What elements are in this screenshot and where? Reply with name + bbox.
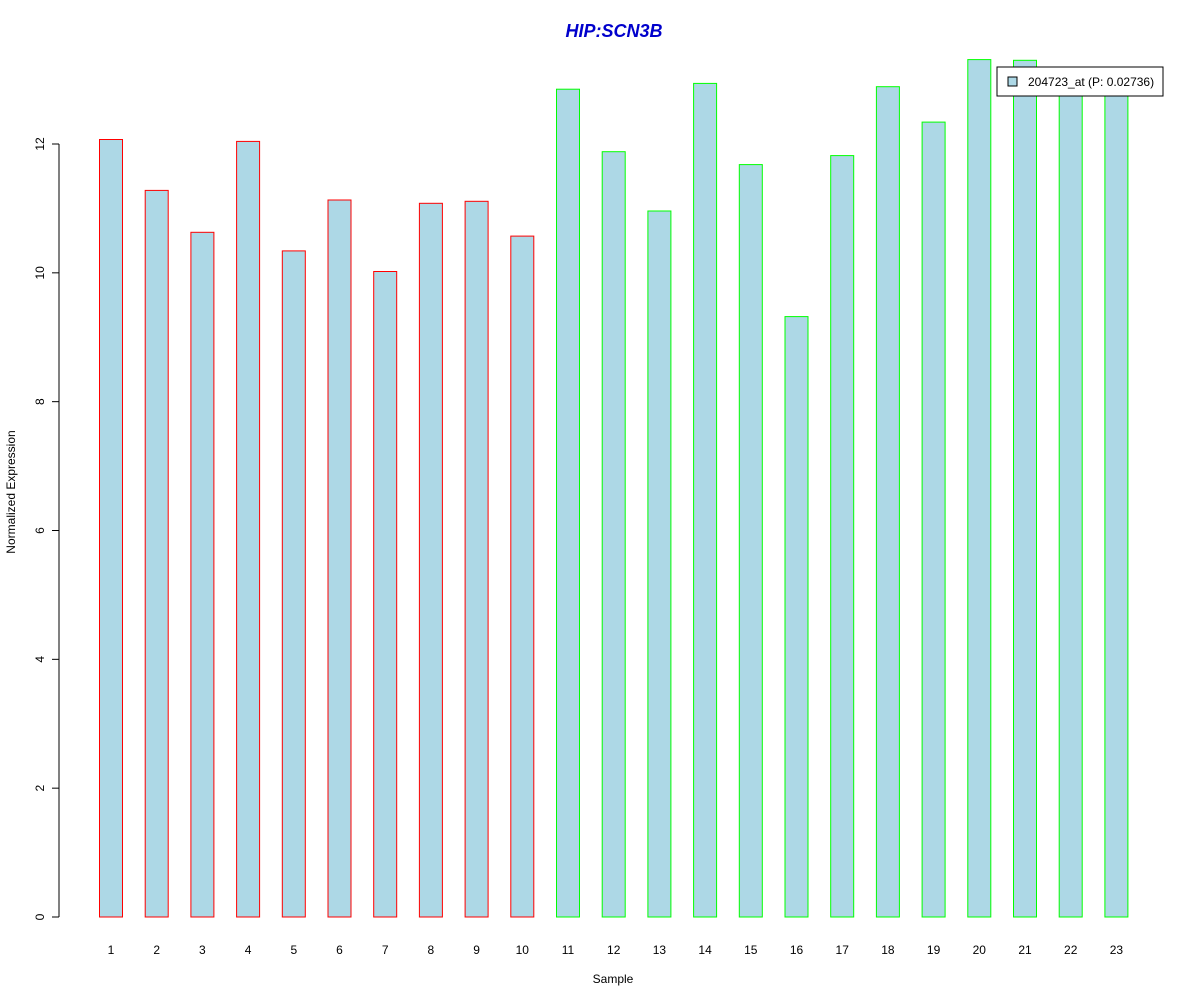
y-axis: 0 2 4 6 8 10 12 bbox=[33, 137, 60, 920]
x-axis-label: Sample bbox=[593, 972, 634, 986]
x-tick-label: 14 bbox=[698, 943, 712, 957]
bar-sample-8 bbox=[418, 202, 443, 918]
bar-sample-17 bbox=[830, 155, 855, 918]
bar-sample-2 bbox=[144, 189, 169, 918]
legend-box bbox=[996, 66, 1164, 97]
x-tick-label: 17 bbox=[836, 943, 850, 957]
x-tick-label: 2 bbox=[153, 943, 160, 957]
x-tick-label: 20 bbox=[973, 943, 987, 957]
x-tick-label: 19 bbox=[927, 943, 941, 957]
x-tick-label: 9 bbox=[473, 943, 480, 957]
x-tick-label: 4 bbox=[245, 943, 252, 957]
bar-sample-19 bbox=[921, 121, 946, 918]
chart-title: HIP:SCN3B bbox=[565, 21, 662, 41]
bar-sample-9 bbox=[464, 200, 489, 918]
bar-sample-12 bbox=[601, 151, 626, 918]
bar-sample-7 bbox=[373, 271, 398, 918]
x-tick-label: 22 bbox=[1064, 943, 1078, 957]
x-tick-label: 11 bbox=[562, 943, 575, 957]
bars-layer bbox=[99, 59, 1129, 918]
bar-sample-14 bbox=[693, 82, 718, 918]
bar-sample-11 bbox=[556, 88, 580, 918]
bar-sample-16 bbox=[784, 316, 809, 918]
x-tick-label: 1 bbox=[108, 943, 115, 957]
x-tick-label: 18 bbox=[881, 943, 895, 957]
y-tick-label: 4 bbox=[33, 656, 47, 663]
x-tick-label: 12 bbox=[607, 943, 621, 957]
legend-entry: 204723_at (P: 0.02736) bbox=[1028, 75, 1154, 89]
x-tick-label: 8 bbox=[428, 943, 435, 957]
y-tick-label: 2 bbox=[33, 785, 47, 792]
x-tick-label: 13 bbox=[653, 943, 667, 957]
bar-sample-23 bbox=[1104, 85, 1129, 918]
bar-sample-21 bbox=[1013, 59, 1037, 918]
legend-swatch bbox=[1007, 76, 1018, 87]
x-tick-label: 3 bbox=[199, 943, 206, 957]
x-tick-label: 16 bbox=[790, 943, 804, 957]
bar-sample-6 bbox=[327, 199, 352, 918]
x-axis-labels: 1 2 3 4 5 6 7 8 9 10 11 12 13 14 15 16 17 18 19 20 21 22 23 bbox=[108, 943, 1124, 957]
bar-sample-3 bbox=[190, 231, 215, 918]
x-tick-label: 23 bbox=[1110, 943, 1124, 957]
bar-sample-22 bbox=[1058, 84, 1083, 918]
y-tick-label: 12 bbox=[33, 137, 47, 151]
x-tick-label: 6 bbox=[336, 943, 343, 957]
bar-sample-18 bbox=[875, 86, 900, 918]
y-tick-label: 8 bbox=[33, 398, 47, 405]
x-tick-label: 15 bbox=[744, 943, 758, 957]
bar-sample-4 bbox=[236, 140, 261, 918]
bar-sample-1 bbox=[99, 139, 123, 918]
y-tick-label: 6 bbox=[33, 527, 47, 534]
x-tick-label: 7 bbox=[382, 943, 389, 957]
y-tick-label: 10 bbox=[33, 266, 47, 280]
bar-sample-13 bbox=[647, 210, 672, 918]
x-tick-label: 10 bbox=[516, 943, 530, 957]
y-axis-label: Normalized Expression bbox=[4, 430, 18, 553]
y-tick-label: 0 bbox=[33, 913, 47, 920]
bar-sample-10 bbox=[510, 235, 535, 918]
bar-sample-15 bbox=[738, 164, 763, 918]
legend: 204723_at (P: 0.02736) bbox=[996, 66, 1164, 97]
x-tick-label: 5 bbox=[290, 943, 297, 957]
bar-sample-5 bbox=[281, 250, 306, 918]
x-tick-label: 21 bbox=[1018, 943, 1032, 957]
bar-sample-20 bbox=[967, 59, 992, 918]
